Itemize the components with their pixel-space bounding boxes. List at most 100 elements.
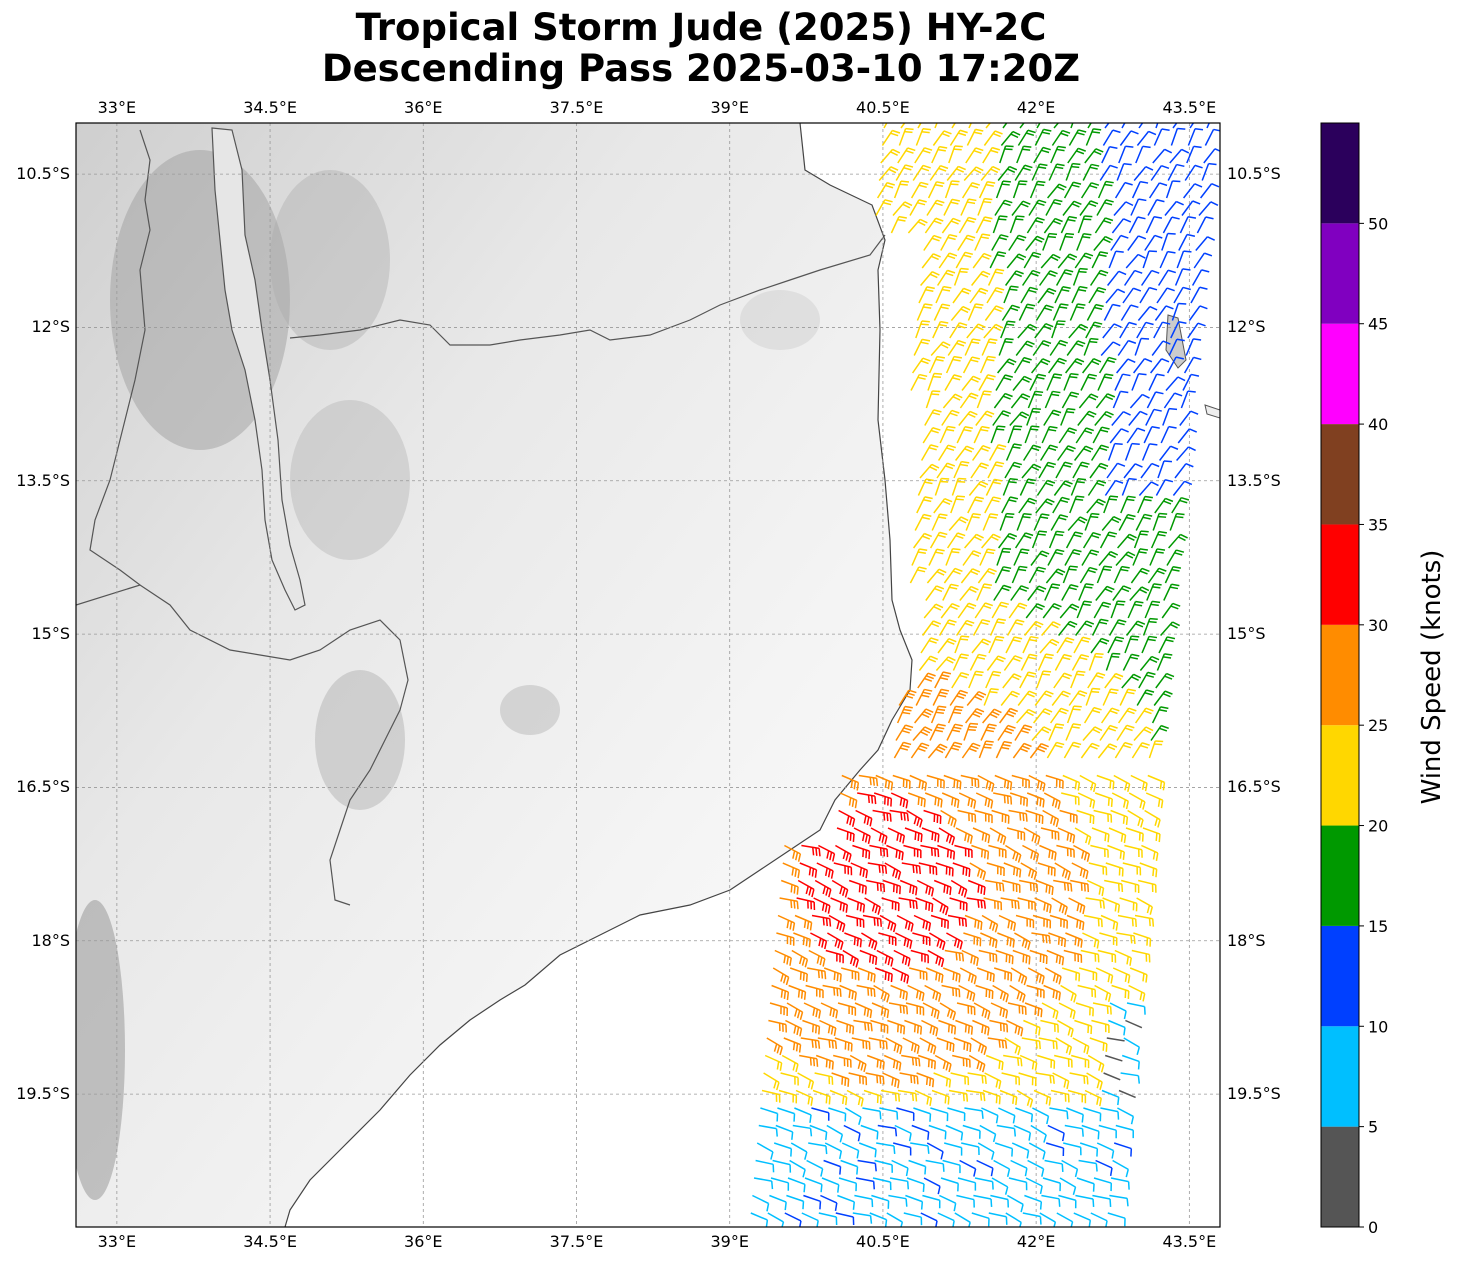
- wind-barb: [1077, 215, 1093, 234]
- wind-barb: [1104, 879, 1124, 893]
- lon-tick-label-top: 39°E: [710, 98, 749, 117]
- wind-barb: [940, 602, 960, 619]
- lat-tick-label-right: 19.5°S: [1227, 1084, 1281, 1104]
- wind-barb: [1128, 792, 1146, 810]
- wind-barb: [1001, 496, 1019, 514]
- wind-barb: [799, 1054, 819, 1067]
- wind-barb: [1142, 827, 1161, 843]
- wind-barb: [983, 687, 999, 706]
- wind-barb: [1099, 531, 1118, 549]
- wind-barb: [1010, 967, 1028, 986]
- wind-barb: [1075, 1002, 1094, 1017]
- wind-barb: [1024, 1002, 1043, 1018]
- wind-barb: [1092, 426, 1110, 444]
- wind-barb: [1110, 1177, 1130, 1190]
- wind-barb: [767, 1212, 785, 1227]
- wind-barb: [1063, 181, 1082, 199]
- wind-barb: [953, 460, 970, 479]
- wind-barb: [1129, 586, 1150, 601]
- wind-barb: [1007, 425, 1023, 444]
- wind-barb: [920, 1212, 938, 1227]
- wind-barb: [1059, 1177, 1077, 1196]
- wind-barb: [1096, 774, 1115, 790]
- wind-barb: [1157, 269, 1177, 286]
- wind-barb: [1113, 565, 1130, 584]
- wind-barb: [984, 1072, 1002, 1090]
- wind-barb: [1012, 742, 1032, 759]
- wind-barb: [1133, 358, 1153, 374]
- wind-barb: [1003, 1054, 1023, 1067]
- wind-barb: [942, 393, 963, 409]
- wind-barb: [903, 844, 922, 859]
- wind-barb: [926, 199, 945, 216]
- wind-barb: [1069, 495, 1085, 514]
- wind-barb: [1102, 688, 1119, 706]
- wind-barb: [1008, 809, 1028, 822]
- wind-barb: [866, 1054, 885, 1070]
- wind-barb: [991, 601, 1009, 619]
- highland-shade: [315, 670, 405, 810]
- wind-barb: [1027, 967, 1045, 985]
- wind-barb: [997, 165, 1018, 181]
- wind-barb: [1079, 200, 1099, 216]
- wind-barb: [996, 547, 1012, 566]
- wind-barb: [947, 914, 968, 927]
- wind-barb: [923, 809, 942, 824]
- wind-barb: [1078, 967, 1098, 981]
- wind-barb: [910, 742, 930, 759]
- wind-barb: [1074, 445, 1094, 461]
- wind-barb: [920, 637, 939, 654]
- highland-shade: [76, 900, 125, 1200]
- wind-barb: [1082, 726, 1103, 741]
- wind-barb: [1161, 602, 1181, 619]
- colorbar-tick-label: 0: [1368, 1218, 1378, 1237]
- wind-barb: [879, 1107, 899, 1120]
- wind-barb: [836, 827, 855, 842]
- colorbar-label: Wind Speed (knots): [1417, 549, 1447, 805]
- wind-barb: [850, 862, 869, 879]
- wind-barb: [771, 984, 790, 1001]
- wind-barb: [998, 337, 1014, 356]
- wind-barb: [971, 445, 991, 461]
- wind-barb: [803, 1002, 822, 1019]
- wind-barb: [753, 1177, 774, 1190]
- lat-tick-label-left: 18°S: [31, 930, 70, 950]
- wind-barb: [922, 1002, 940, 1020]
- wind-barb: [1170, 321, 1187, 339]
- wind-barb: [955, 445, 975, 461]
- wind-barb: [1034, 690, 1054, 706]
- wind-barb: [1031, 358, 1051, 374]
- wind-barb: [1019, 879, 1039, 893]
- wind-barb: [921, 620, 941, 636]
- wind-barb: [1065, 723, 1082, 741]
- wind-barb: [1182, 373, 1200, 391]
- wind-barb: [1161, 232, 1176, 251]
- wind-barb: [914, 1089, 933, 1107]
- wind-barb: [920, 444, 939, 461]
- wind-barb: [997, 532, 1018, 549]
- wind-barb: [772, 1159, 792, 1173]
- wind-barb: [1150, 724, 1169, 741]
- wind-barb: [1090, 637, 1110, 654]
- wind-barb: [1021, 269, 1041, 286]
- wind-barb: [873, 792, 893, 807]
- wind-barb: [945, 1124, 964, 1141]
- wind-barb: [833, 1054, 852, 1068]
- wind-barb: [1133, 166, 1154, 181]
- wind-barb: [966, 690, 987, 706]
- wind-barb: [1027, 585, 1047, 601]
- wind-barb: [946, 165, 967, 181]
- lat-tick-label-left: 13.5°S: [16, 470, 70, 490]
- wind-barb: [1138, 879, 1157, 893]
- wind-barb: [857, 792, 877, 805]
- wind-barb: [958, 792, 977, 809]
- wind-barb: [924, 217, 944, 234]
- wind-barb: [1114, 949, 1132, 966]
- wind-barb: [1128, 216, 1146, 234]
- wind-barb: [915, 688, 933, 706]
- wind-barb: [922, 1194, 941, 1209]
- wind-barb: [831, 879, 849, 898]
- wind-barb: [1142, 250, 1157, 269]
- lat-tick-label-left: 12°S: [31, 317, 70, 337]
- wind-barb: [1082, 932, 1100, 949]
